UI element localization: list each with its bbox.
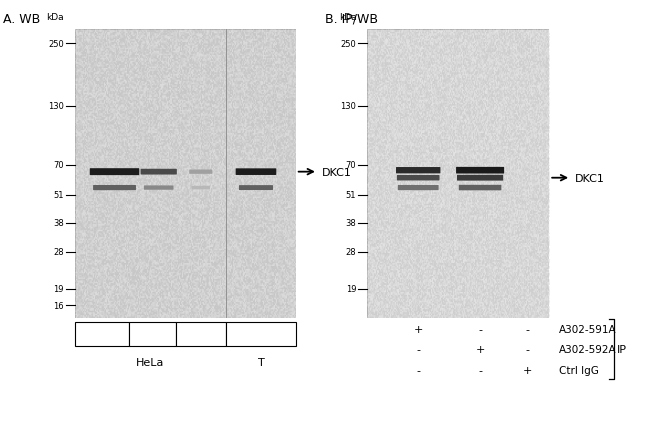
Text: 250: 250 [341, 40, 356, 49]
Text: 19: 19 [53, 285, 64, 294]
FancyBboxPatch shape [140, 169, 177, 175]
Text: 51: 51 [53, 191, 64, 200]
Text: 28: 28 [53, 248, 64, 257]
FancyBboxPatch shape [236, 169, 276, 175]
FancyBboxPatch shape [90, 169, 139, 176]
Text: 28: 28 [346, 248, 356, 257]
FancyBboxPatch shape [239, 186, 273, 190]
FancyBboxPatch shape [457, 175, 503, 181]
Text: Ctrl IgG: Ctrl IgG [559, 365, 599, 375]
Text: 70: 70 [346, 161, 356, 170]
Text: 130: 130 [341, 102, 356, 111]
Text: -: - [416, 344, 420, 355]
Text: 70: 70 [53, 161, 64, 170]
Text: +: + [523, 365, 532, 375]
Text: 5: 5 [198, 329, 204, 339]
Text: 38: 38 [346, 219, 356, 228]
Text: A302-591A: A302-591A [559, 324, 617, 334]
Text: -: - [525, 324, 529, 334]
Text: IP: IP [617, 344, 627, 355]
FancyBboxPatch shape [396, 168, 441, 174]
FancyBboxPatch shape [189, 170, 212, 175]
Text: DKC1: DKC1 [575, 173, 604, 183]
Text: 38: 38 [53, 219, 64, 228]
FancyBboxPatch shape [456, 168, 504, 174]
Text: kDa: kDa [339, 12, 356, 22]
Text: -: - [478, 324, 482, 334]
FancyBboxPatch shape [397, 175, 439, 181]
Text: T: T [257, 357, 265, 367]
FancyBboxPatch shape [144, 186, 174, 190]
Text: HeLa: HeLa [136, 357, 164, 367]
Text: 16: 16 [53, 301, 64, 310]
FancyBboxPatch shape [93, 185, 136, 191]
Text: DKC1: DKC1 [322, 167, 352, 177]
Text: -: - [478, 365, 482, 375]
FancyBboxPatch shape [192, 187, 210, 190]
Text: A. WB: A. WB [3, 13, 40, 26]
FancyBboxPatch shape [459, 185, 501, 191]
Text: B. IP/WB: B. IP/WB [325, 13, 378, 26]
Text: 19: 19 [346, 285, 356, 294]
Text: 250: 250 [48, 40, 64, 49]
Text: 50: 50 [250, 329, 263, 339]
Text: 130: 130 [48, 102, 64, 111]
Text: -: - [416, 365, 420, 375]
FancyBboxPatch shape [398, 185, 439, 191]
Text: 51: 51 [346, 191, 356, 200]
Text: 15: 15 [152, 329, 165, 339]
Text: +: + [413, 324, 423, 334]
Text: +: + [475, 344, 485, 355]
Text: 50: 50 [108, 329, 121, 339]
Text: -: - [525, 344, 529, 355]
Text: kDa: kDa [46, 12, 64, 22]
Text: A302-592A: A302-592A [559, 344, 617, 355]
